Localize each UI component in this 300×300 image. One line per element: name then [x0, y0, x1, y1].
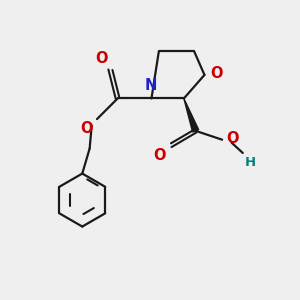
Text: O: O [95, 51, 107, 66]
Text: O: O [80, 121, 93, 136]
Text: N: N [144, 78, 157, 93]
Text: O: O [210, 66, 222, 81]
Text: O: O [153, 148, 165, 163]
Text: O: O [226, 131, 239, 146]
Polygon shape [184, 98, 199, 132]
Text: H: H [245, 157, 256, 169]
